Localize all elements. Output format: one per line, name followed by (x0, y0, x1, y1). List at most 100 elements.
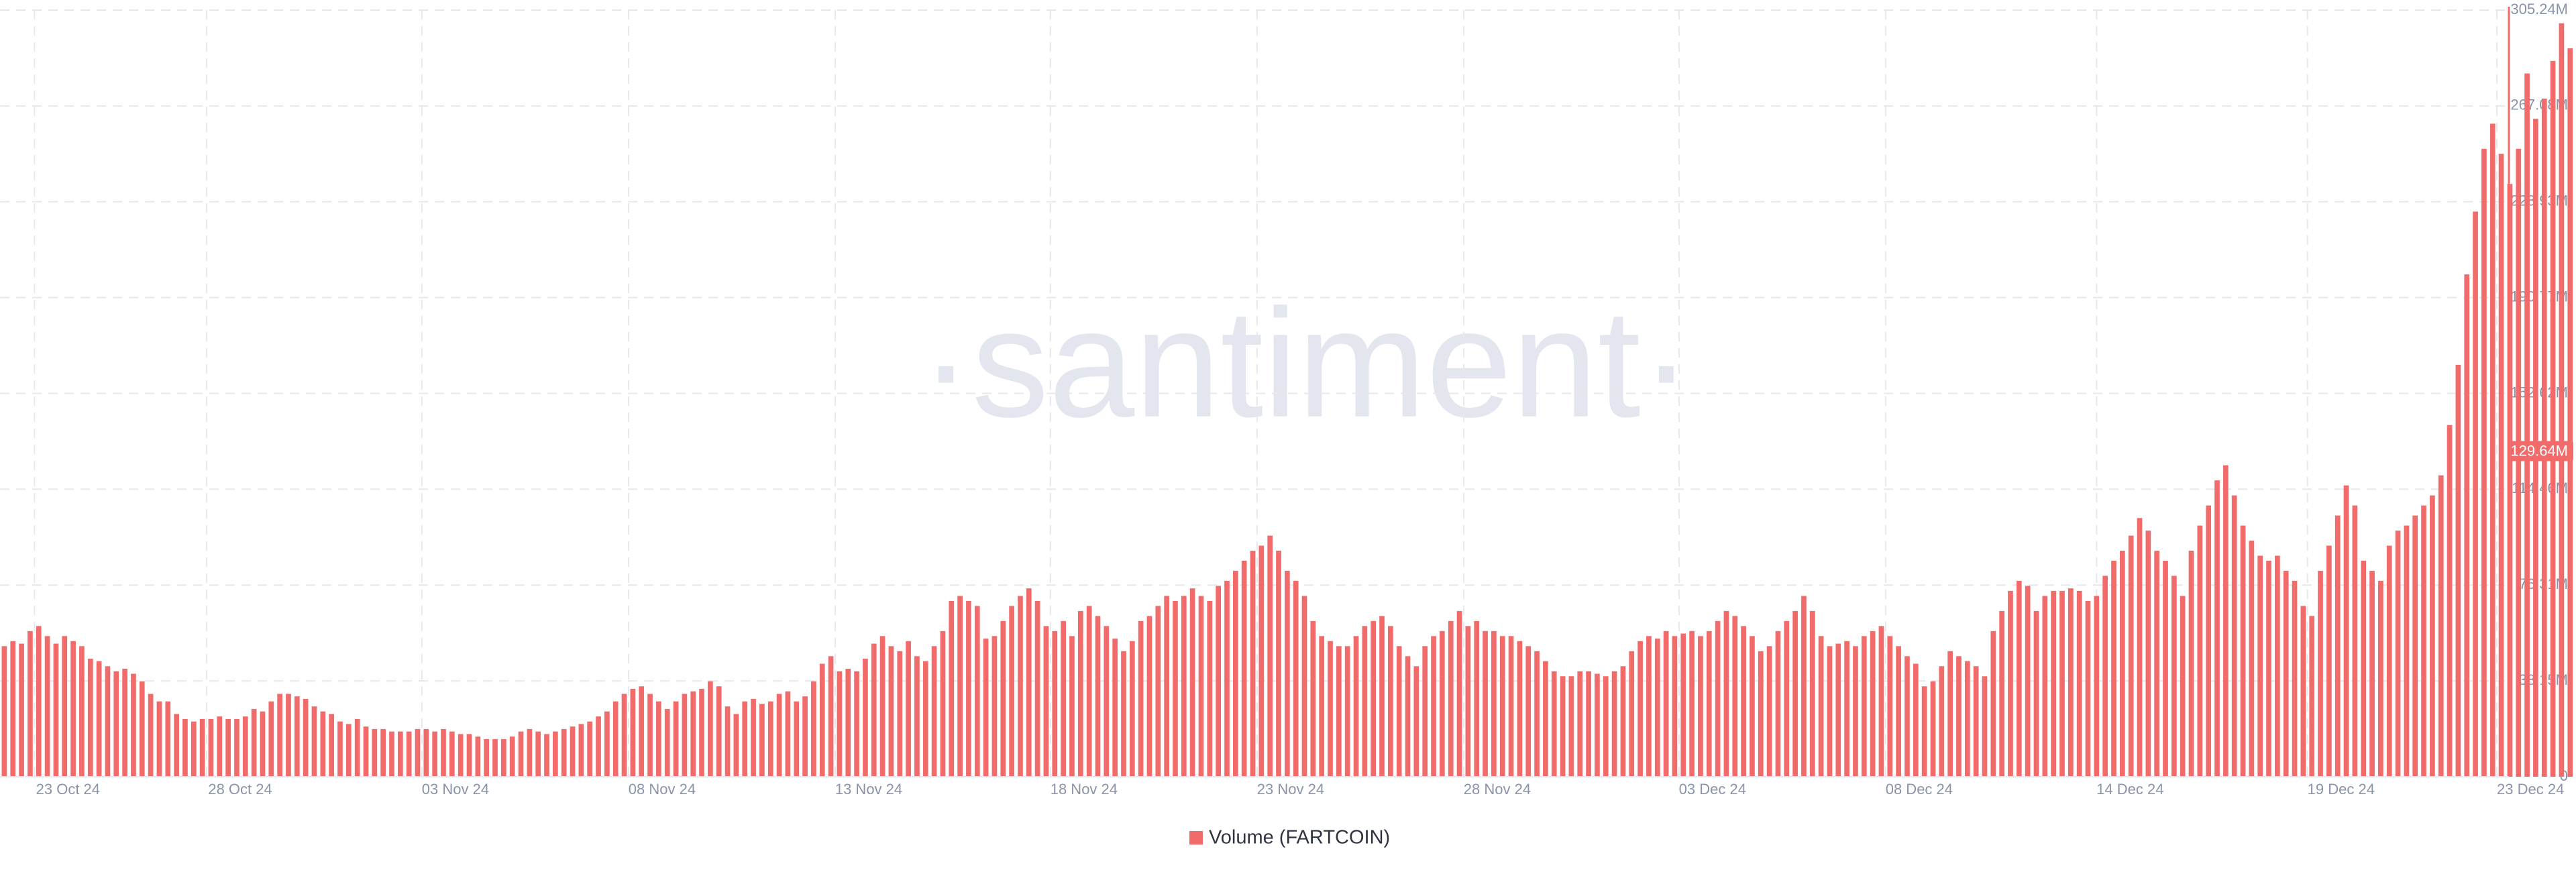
bar (535, 731, 541, 777)
bar (1138, 620, 1144, 777)
bar (1904, 656, 1910, 777)
bar (708, 681, 713, 777)
bar (2473, 211, 2478, 777)
bar (1844, 641, 1849, 777)
bar (2430, 495, 2435, 777)
bar (2275, 555, 2280, 777)
bar (1827, 646, 1833, 777)
bar (105, 666, 111, 777)
bar (724, 706, 731, 777)
bar (1371, 620, 1377, 777)
bar (2334, 515, 2341, 777)
bar (1276, 550, 1281, 777)
bar (2154, 550, 2160, 777)
bar (1448, 620, 1454, 777)
bar (1973, 666, 1979, 777)
bar (1818, 636, 1824, 777)
bar (1241, 560, 1247, 777)
bar (225, 718, 231, 777)
bar (888, 646, 894, 777)
bar (484, 739, 490, 777)
bar (733, 714, 739, 777)
bar (217, 716, 223, 777)
bar (1, 646, 7, 777)
bar (1715, 620, 1721, 777)
bar (2016, 580, 2022, 777)
bar (441, 728, 446, 777)
bar (2386, 545, 2392, 777)
bar (182, 718, 188, 777)
bar (2163, 560, 2168, 777)
bar (1164, 596, 1169, 777)
bar (1026, 588, 1032, 777)
bar (544, 734, 549, 777)
bar (156, 701, 162, 777)
bar (1577, 671, 1583, 777)
bar (664, 708, 670, 777)
bar (148, 694, 154, 777)
bar (1077, 610, 1083, 777)
bar (165, 701, 171, 777)
bar (2008, 590, 2013, 777)
bar (1284, 570, 1290, 777)
bar (1732, 616, 1738, 777)
bar (716, 686, 722, 777)
bar (1741, 626, 1746, 777)
bar (1680, 633, 1686, 777)
bar (1465, 626, 1471, 777)
bar (1413, 666, 1419, 777)
bar (1534, 651, 1540, 777)
bar (1189, 588, 1195, 777)
bar (10, 641, 16, 777)
bar (1207, 600, 1213, 777)
x-tick-label: 19 Dec 24 (2308, 781, 2375, 798)
bar (87, 659, 93, 777)
bar (940, 631, 946, 777)
x-tick-label: 28 Nov 24 (1464, 781, 1531, 798)
bar (139, 681, 145, 777)
bar (122, 668, 127, 777)
bar (931, 646, 937, 777)
bar (553, 731, 558, 777)
bar (2033, 610, 2039, 777)
x-tick-label: 28 Oct 24 (208, 781, 272, 798)
bar (2369, 570, 2375, 777)
x-tick-label: 08 Nov 24 (629, 781, 696, 798)
bar (96, 661, 102, 777)
bar (2145, 531, 2151, 777)
bar (1379, 616, 1385, 777)
bar (2378, 580, 2383, 777)
bar (1750, 636, 1755, 777)
bar (1646, 636, 1652, 777)
bar (260, 711, 266, 777)
bar (1232, 570, 1238, 777)
bar (1018, 596, 1023, 777)
bar (354, 718, 360, 777)
bar (837, 671, 843, 777)
bar (2051, 590, 2057, 777)
bar (871, 643, 877, 777)
bar (1801, 596, 1807, 777)
bar (2249, 541, 2255, 777)
bar (1267, 535, 1273, 777)
bar (1146, 616, 1152, 777)
bar (1034, 600, 1040, 777)
bar (759, 704, 765, 777)
bar (1543, 661, 1548, 777)
legend-label: Volume (FARTCOIN) (1209, 827, 1390, 849)
bar (1508, 636, 1514, 777)
bar (854, 671, 859, 777)
bar (2068, 588, 2074, 777)
bar (2524, 73, 2530, 777)
watermark: ·santiment· (920, 277, 1692, 449)
bar (518, 731, 524, 777)
bar (966, 600, 971, 777)
bar (1000, 620, 1006, 777)
bar (268, 701, 274, 777)
bar (311, 706, 317, 777)
bar (492, 739, 498, 777)
bar (2567, 48, 2573, 777)
bar (2206, 505, 2212, 777)
bar (570, 726, 576, 777)
